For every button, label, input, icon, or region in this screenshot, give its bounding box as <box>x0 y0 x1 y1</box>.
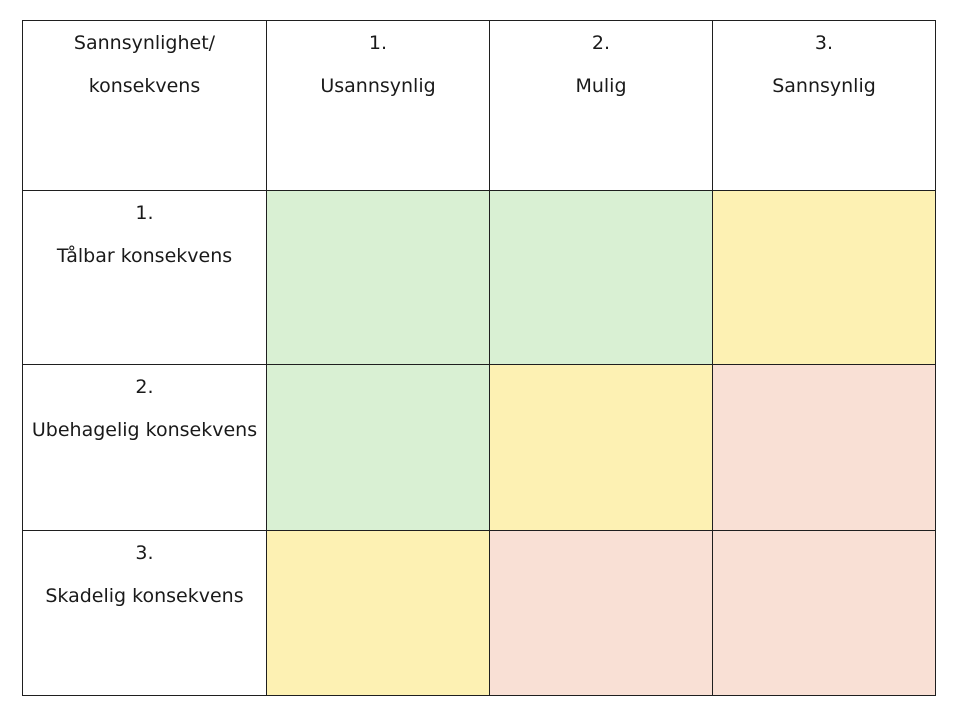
risk-cell-3-3 <box>712 530 936 696</box>
row-header-1: 1. Tålbar konsekvens <box>22 190 267 365</box>
risk-cell-3-1 <box>266 530 490 696</box>
risk-matrix-table: Sannsynlighet/ konsekvens 1. Usannsynlig… <box>22 20 936 696</box>
row-header-3: 3. Skadelig konsekvens <box>22 530 267 696</box>
row-header-number: 1. <box>135 202 154 224</box>
row-header-label: Ubehagelig konsekvens <box>31 418 258 441</box>
risk-cell-2-3 <box>712 364 936 531</box>
row-header-2: 2. Ubehagelig konsekvens <box>22 364 267 531</box>
column-header-label: Mulig <box>575 74 627 97</box>
corner-header-cell: Sannsynlighet/ konsekvens <box>22 20 267 191</box>
header-row: Sannsynlighet/ konsekvens 1. Usannsynlig… <box>22 20 936 191</box>
column-header-1: 1. Usannsynlig <box>266 20 490 191</box>
matrix-row-1: 1. Tålbar konsekvens <box>22 190 936 365</box>
risk-cell-1-1 <box>266 190 490 365</box>
risk-cell-1-2 <box>489 190 713 365</box>
row-header-number: 3. <box>135 542 154 564</box>
risk-cell-2-1 <box>266 364 490 531</box>
corner-header-line1: Sannsynlighet/ <box>73 32 216 54</box>
corner-header-line2: konsekvens <box>88 74 201 97</box>
matrix-row-3: 3. Skadelig konsekvens <box>22 530 936 696</box>
column-header-label: Sannsynlig <box>772 74 876 97</box>
risk-cell-2-2 <box>489 364 713 531</box>
risk-cell-3-2 <box>489 530 713 696</box>
column-header-number: 1. <box>368 32 388 54</box>
matrix-row-2: 2. Ubehagelig konsekvens <box>22 364 936 531</box>
column-header-label: Usannsynlig <box>320 74 436 97</box>
column-header-3: 3. Sannsynlig <box>712 20 936 191</box>
column-header-number: 2. <box>591 32 611 54</box>
row-header-number: 2. <box>135 376 154 398</box>
risk-cell-1-3 <box>712 190 936 365</box>
row-header-label: Skadelig konsekvens <box>45 584 244 607</box>
column-header-2: 2. Mulig <box>489 20 713 191</box>
column-header-number: 3. <box>814 32 834 54</box>
row-header-label: Tålbar konsekvens <box>56 244 233 267</box>
